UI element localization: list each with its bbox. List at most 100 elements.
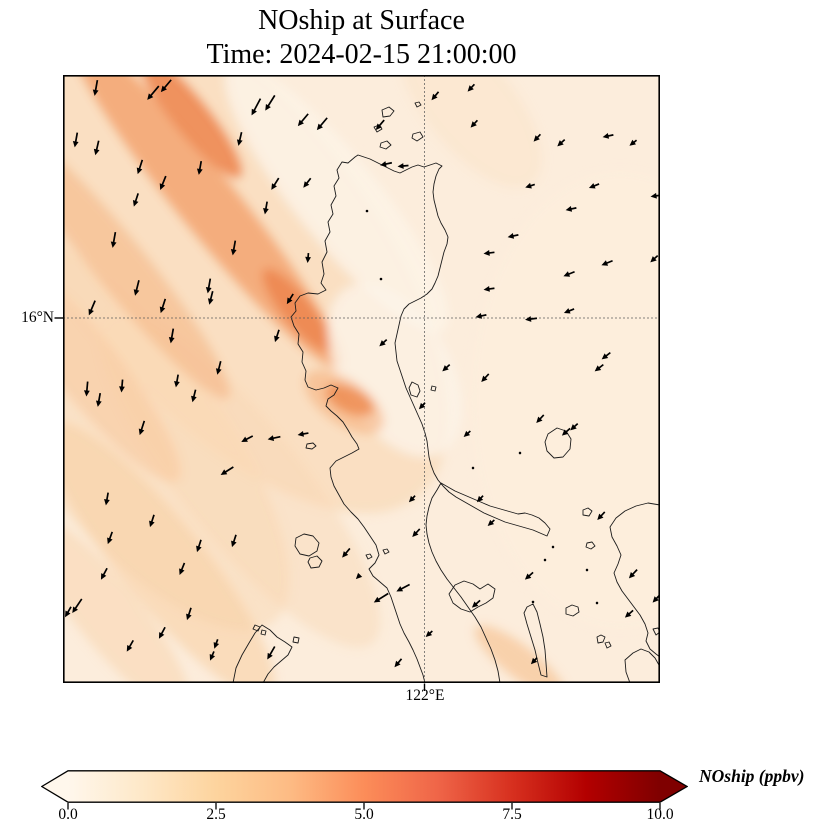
coastline-path [252, 624, 261, 632]
wind-arrow [196, 539, 202, 553]
wind-arrow [476, 495, 484, 503]
coastline-path [604, 641, 612, 649]
wind-arrow [597, 511, 606, 521]
plume-patch [225, 75, 449, 333]
wind-arrow [342, 547, 351, 558]
wind-arrow [412, 528, 421, 538]
plume-patch [474, 625, 566, 683]
wind-arrow [650, 255, 659, 263]
coastline-path [379, 140, 392, 150]
coastline-path [292, 636, 300, 644]
coastline-path [523, 603, 548, 678]
graticule [63, 75, 660, 683]
wind-arrow [316, 117, 328, 131]
wind-arrow [303, 177, 312, 188]
plume-patch [63, 125, 230, 399]
colorbar-tick-label: 7.5 [502, 806, 522, 823]
wind-arrow [196, 160, 203, 175]
wind-arrow [83, 381, 90, 397]
colorbar-tick-label: 2.5 [206, 806, 226, 823]
wind-arrow [470, 119, 479, 128]
wind-quiver [65, 79, 660, 668]
wind-arrow [205, 278, 212, 294]
wind-arrow [397, 163, 409, 169]
colorbar-tick-label: 10.0 [646, 806, 674, 823]
coastline-path [365, 553, 373, 560]
wind-arrow [191, 389, 197, 403]
wind-arrow [563, 308, 575, 314]
wind-arrow [471, 599, 481, 608]
wind-arrow [602, 133, 614, 139]
plume-patch [398, 75, 542, 188]
wind-arrow [394, 658, 403, 668]
axis-ticks [54, 317, 426, 691]
coastline-path [624, 648, 660, 683]
wind-arrow [475, 313, 487, 319]
coastline-path [382, 548, 390, 555]
wind-arrow [628, 569, 638, 579]
coastline-path [596, 634, 606, 644]
wind-arrow [107, 531, 114, 545]
wind-arrow [601, 351, 611, 360]
coastline-path [411, 131, 424, 142]
wind-arrow [565, 206, 577, 212]
lat-tick-label: 16°N [21, 309, 54, 326]
wind-arrow [179, 562, 186, 576]
wind-arrow [483, 250, 495, 256]
wind-arrow [230, 240, 237, 256]
wind-arrow [263, 201, 269, 215]
wind-arrow [119, 379, 125, 393]
colorbar-title: NOship (ppbv) [699, 766, 805, 786]
wind-arrow [379, 277, 383, 281]
wind-arrow [536, 414, 545, 424]
wind-arrow [88, 300, 96, 316]
plume-patch [325, 383, 375, 417]
map-panel [54, 75, 661, 691]
wind-arrow [533, 133, 542, 142]
wind-arrow [213, 639, 220, 649]
coastline-path [585, 541, 596, 550]
wind-arrow [159, 298, 167, 314]
wind-arrow [585, 568, 589, 572]
coastline-path [609, 502, 660, 658]
wind-arrow [104, 492, 110, 506]
wind-arrow [507, 233, 519, 239]
wind-arrow [561, 427, 571, 436]
wind-arrow [267, 435, 281, 441]
wind-arrow [65, 606, 72, 618]
wind-arrow [481, 373, 490, 383]
map-canvas [54, 75, 661, 691]
plume-patch [99, 312, 381, 648]
wind-arrow [132, 193, 139, 207]
wind-arrow [241, 435, 254, 443]
wind-arrow [72, 598, 83, 614]
wind-arrow [265, 94, 276, 111]
coastline-path [565, 604, 580, 617]
wind-arrow [375, 119, 385, 130]
wind-arrow [305, 252, 311, 263]
wind-arrow [595, 601, 599, 605]
coastline-path [381, 106, 395, 118]
coastline-path [260, 629, 267, 636]
wind-arrow [297, 431, 309, 437]
wind-arrow [147, 85, 160, 100]
wind-arrow [209, 651, 216, 661]
colorbar-bar [41, 770, 688, 803]
wind-arrow [551, 545, 555, 549]
coastline-path [448, 580, 496, 613]
plume-patch [262, 268, 332, 352]
wind-arrow [543, 558, 547, 562]
wind-arrow [251, 98, 262, 116]
wind-arrow [149, 514, 155, 528]
wind-arrow [624, 609, 634, 618]
wind-arrow [594, 363, 604, 372]
lon-tick-label: 122°E [405, 687, 445, 704]
wind-arrow [380, 161, 393, 167]
wind-arrow [408, 495, 416, 503]
wind-arrow [524, 571, 534, 580]
wind-arrow [467, 83, 476, 92]
coastline-path [414, 101, 422, 108]
plume-patch [63, 237, 181, 483]
wind-arrow [100, 567, 108, 580]
wind-arrow [297, 113, 309, 127]
